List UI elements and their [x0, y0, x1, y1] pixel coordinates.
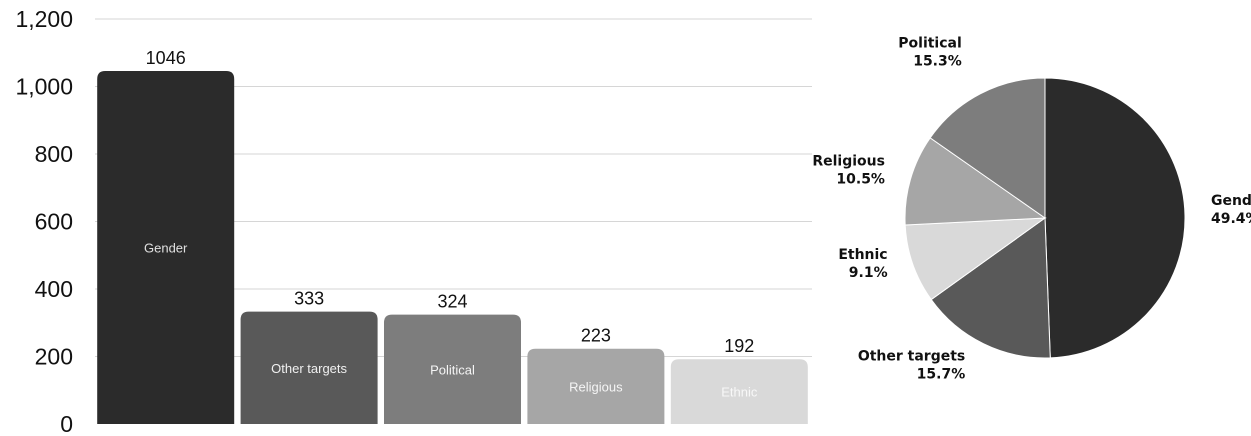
bar-other-targets — [240, 311, 378, 424]
y-tick-label: 1,000 — [15, 74, 73, 100]
bar-value-label: 333 — [294, 289, 324, 309]
bar-value-label: 324 — [437, 292, 467, 312]
pie-label: Religious 10.5% — [812, 154, 885, 188]
bar-value-label: 192 — [724, 336, 754, 356]
pie-slice-gender — [1044, 77, 1186, 359]
y-tick-label: 0 — [60, 411, 73, 436]
pie-category-label: Ethnic — [838, 247, 887, 263]
pie-percent-label: 9.1% — [849, 265, 888, 281]
pie-category-label: Other targets — [858, 348, 965, 364]
pie-percent-label: 10.5% — [836, 172, 885, 188]
pie-percent-label: 15.7% — [917, 366, 966, 382]
pie-label: Ethnic 9.1% — [838, 247, 887, 281]
pie-percent-label: 15.3% — [913, 53, 962, 69]
bar-category-label: Other targets — [271, 361, 347, 376]
bar-category-label: Religious — [569, 379, 623, 394]
bar-political — [384, 314, 521, 424]
pie-slice-ethnic — [904, 217, 1047, 301]
bar-gender — [97, 70, 235, 424]
bar-value-label: 223 — [581, 326, 611, 346]
pie-percent-label: 49.4% — [1211, 211, 1251, 227]
pie-slice-political — [929, 77, 1046, 219]
pie-category-label: Religious — [812, 154, 885, 170]
bar-chart: 0 200 400 600 800 1,000 1,200 1046 Gender 333 Oth… — [15, 6, 812, 436]
y-tick-label: 600 — [35, 209, 73, 235]
bar-category-label: Political — [430, 362, 475, 377]
pie-label: Political 15.3% — [898, 35, 962, 69]
bar-religious — [527, 348, 665, 424]
pie-slice-religious — [904, 137, 1047, 226]
pie-category-label: Gender — [1211, 193, 1251, 209]
pie-slice-other-targets — [930, 217, 1051, 359]
y-tick-label: 400 — [35, 276, 73, 302]
bar-category-label: Ethnic — [721, 385, 758, 400]
y-tick-label: 800 — [35, 141, 73, 167]
y-tick-label: 200 — [35, 344, 73, 370]
bar-category-label: Gender — [144, 240, 188, 255]
pie-label: Other targets 15.7% — [858, 348, 965, 382]
bar-value-label: 1046 — [146, 48, 186, 68]
y-tick-label: 1,200 — [15, 6, 73, 32]
pie-category-label: Political — [898, 35, 962, 51]
pie-label: Gender 49.4% — [1211, 193, 1251, 227]
bar-ethnic — [670, 359, 808, 424]
